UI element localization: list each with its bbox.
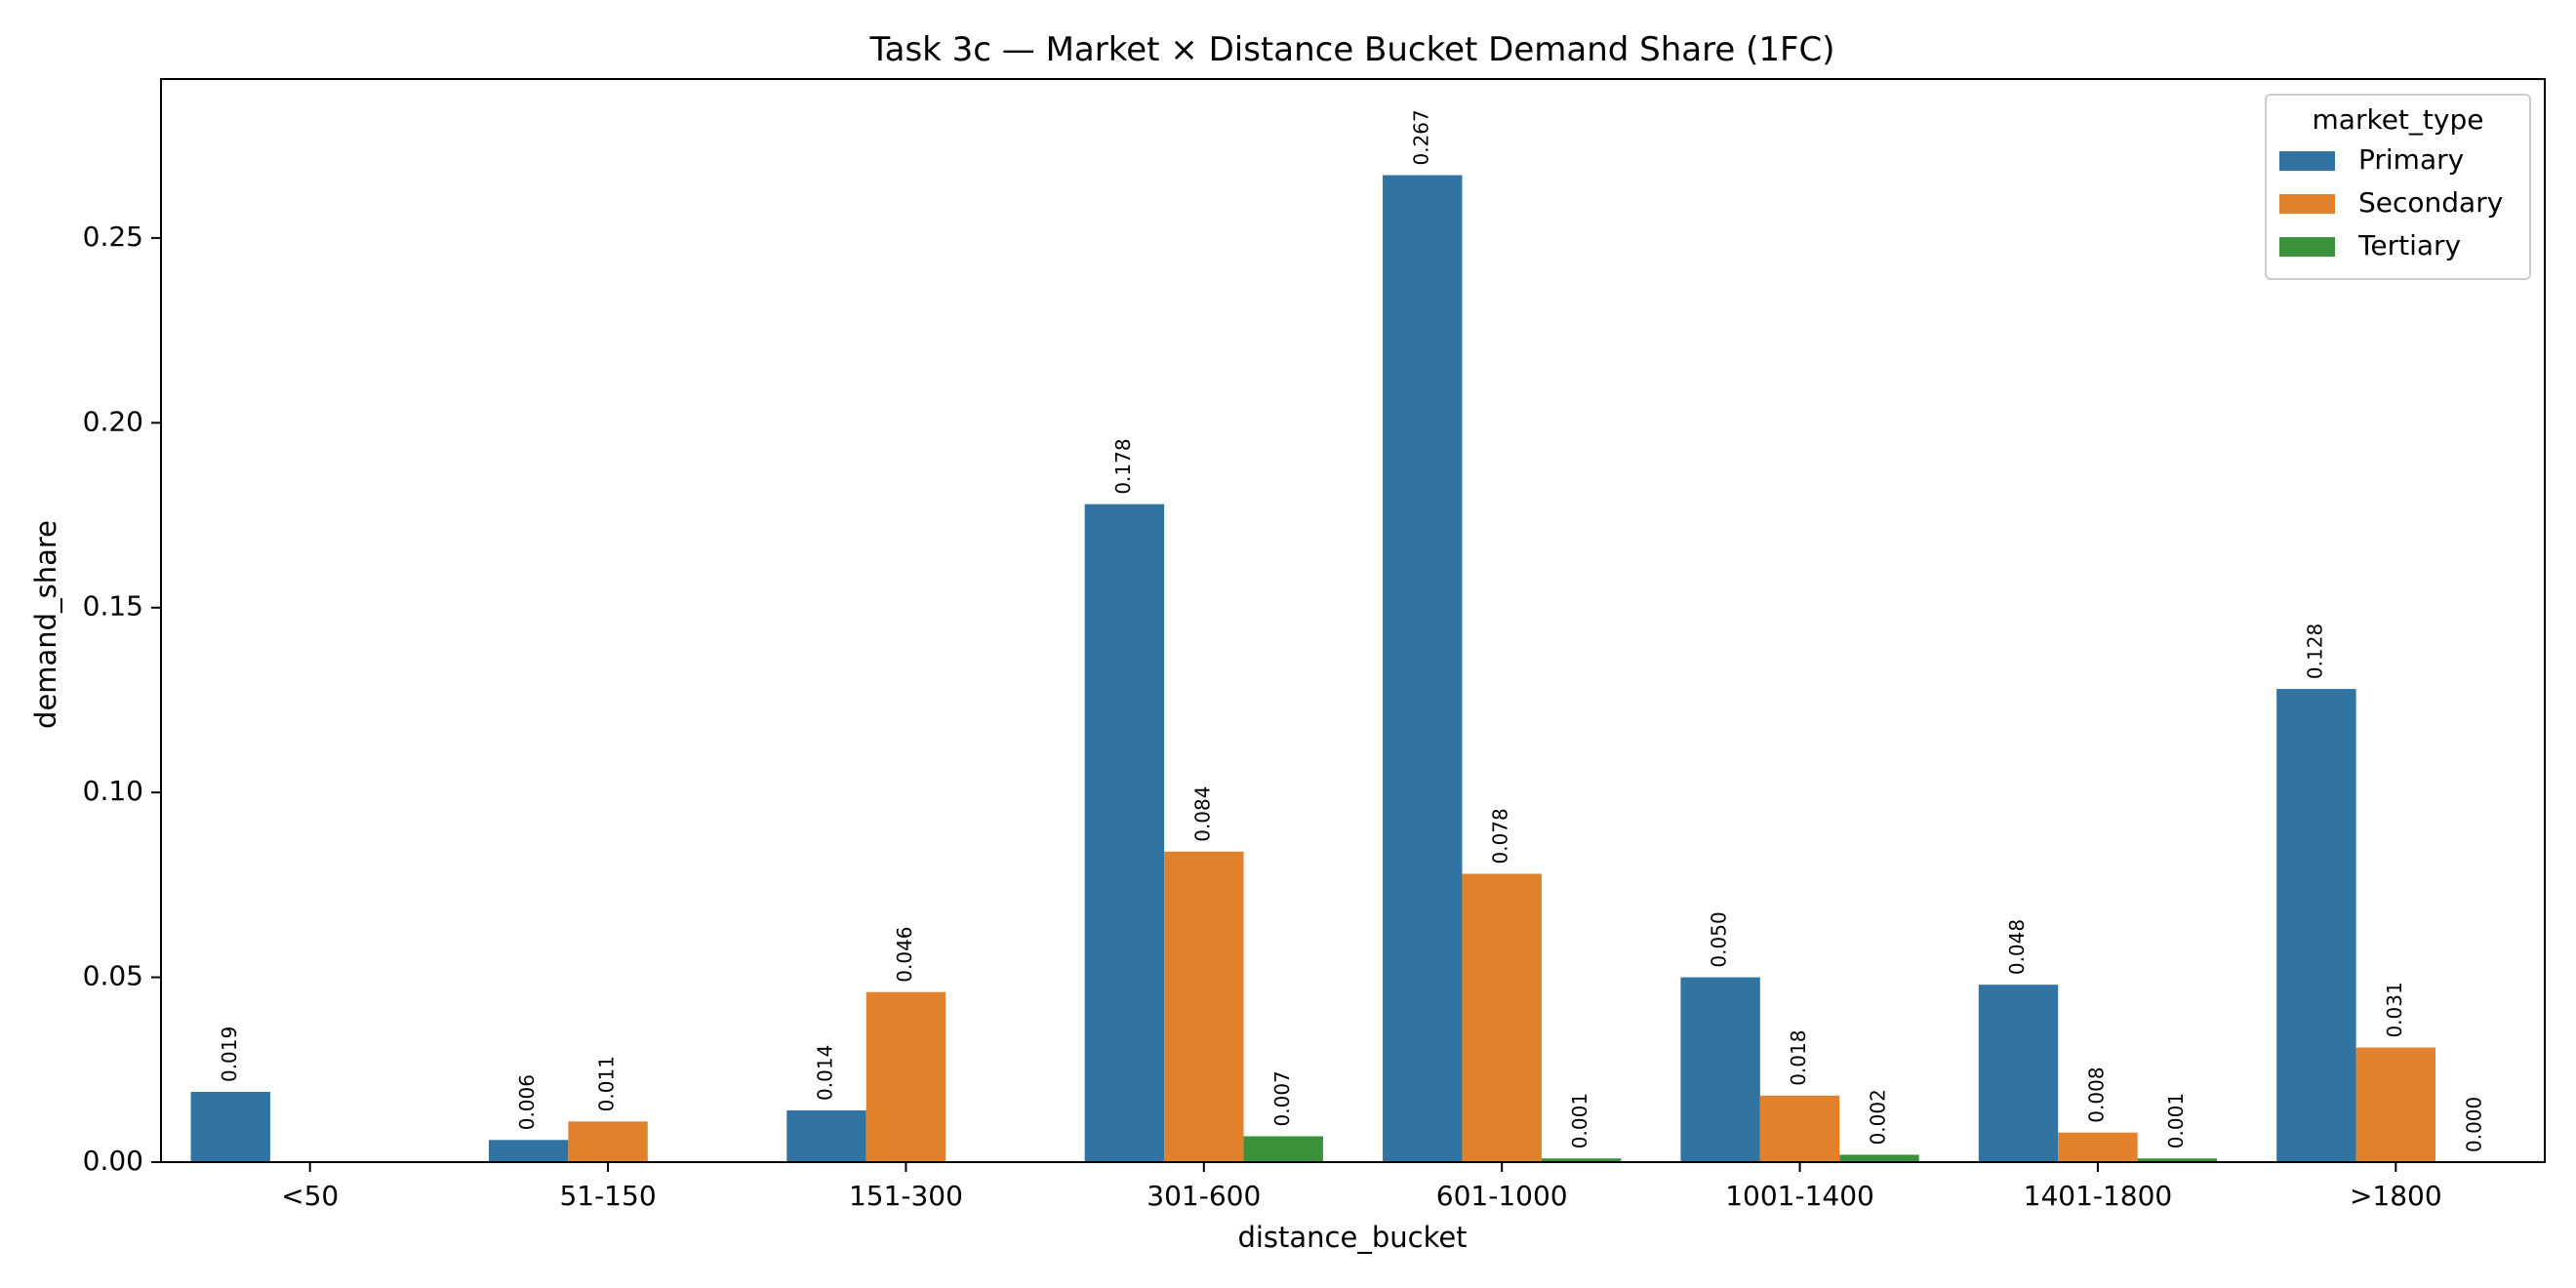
data-label: 0.267	[1409, 109, 1432, 165]
bar-primary-6	[1978, 985, 2059, 1162]
plot-frame	[160, 78, 2546, 1163]
x-tick-label: 51-150	[559, 1180, 656, 1212]
data-label: 0.001	[1568, 1093, 1591, 1148]
data-label: 0.178	[1111, 438, 1135, 494]
legend-swatch-tertiary	[2279, 237, 2335, 257]
x-tick-label: 601-1000	[1436, 1180, 1568, 1212]
data-label: 0.078	[1489, 808, 1512, 864]
bar-primary-3	[1084, 503, 1165, 1162]
data-label: 0.006	[515, 1074, 539, 1130]
bar-secondary-5	[1759, 1095, 1840, 1162]
data-label: 0.001	[2164, 1093, 2188, 1148]
y-tick-label: 0.20	[83, 405, 143, 437]
legend-label-secondary: Secondary	[2358, 186, 2503, 219]
plot-area: 0.019 0.006 0.014 0.178 0.267 0.050 0.048 0.128…	[83, 78, 2546, 1177]
x-tick-label: 1001-1400	[1725, 1180, 1874, 1212]
data-label: 0.018	[1787, 1030, 1810, 1086]
bar-secondary-2	[865, 991, 946, 1162]
data-label: 0.050	[1708, 911, 1731, 967]
data-label: 0.048	[2005, 919, 2029, 975]
legend-label-tertiary: Tertiary	[2357, 229, 2461, 262]
data-label: 0.008	[2084, 1067, 2108, 1122]
data-label: 0.031	[2383, 982, 2406, 1037]
y-tick-label: 0.25	[83, 221, 143, 253]
x-tick-label: 1401-1800	[2024, 1180, 2173, 1212]
x-tick-label: 301-600	[1147, 1180, 1261, 1212]
legend-title: market_type	[2313, 103, 2484, 136]
bar-primary-5	[1680, 977, 1760, 1162]
bar-secondary-4	[1462, 873, 1542, 1162]
bar-tertiary-4	[1541, 1158, 1622, 1162]
data-label: 0.002	[1867, 1089, 1890, 1145]
legend-label-primary: Primary	[2358, 143, 2464, 176]
y-tick-label: 0.00	[83, 1145, 143, 1177]
chart-title: Task 3c — Market × Distance Bucket Deman…	[868, 30, 1834, 69]
y-tick-label: 0.05	[83, 960, 143, 992]
data-label: 0.084	[1190, 786, 1214, 842]
bar-primary-7	[2276, 689, 2356, 1162]
bar-secondary-6	[2058, 1132, 2138, 1162]
data-label: 0.046	[893, 926, 916, 982]
x-tick-label: 151-300	[849, 1180, 963, 1212]
bar-tertiary-3	[1243, 1136, 1323, 1162]
data-label: 0.128	[2303, 624, 2326, 679]
data-label: 0.007	[1270, 1070, 1294, 1126]
bar-tertiary-6	[2137, 1158, 2218, 1162]
y-axis-label: demand_share	[29, 520, 62, 729]
bar-secondary-3	[1164, 851, 1244, 1162]
x-axis-label: distance_bucket	[1237, 1221, 1467, 1254]
data-label: 0.011	[595, 1056, 619, 1111]
bar-secondary-7	[2355, 1047, 2436, 1162]
bar-primary-1	[488, 1140, 569, 1162]
bar-primary-0	[190, 1092, 270, 1162]
bar-secondary-1	[568, 1121, 648, 1162]
y-tick-label: 0.15	[83, 590, 143, 623]
data-label: 0.019	[218, 1026, 241, 1082]
data-label: 0.000	[2462, 1097, 2485, 1152]
y-tick-label: 0.10	[83, 775, 143, 807]
bar-primary-4	[1383, 175, 1463, 1162]
legend: market_type Primary Secondary Tertiary	[2265, 94, 2531, 280]
legend-swatch-primary	[2279, 151, 2335, 171]
x-tick-label: <50	[281, 1180, 339, 1212]
bar-primary-2	[786, 1109, 866, 1162]
bar-tertiary-5	[1839, 1154, 1919, 1162]
data-label: 0.014	[814, 1045, 837, 1101]
legend-box	[2265, 94, 2531, 280]
legend-swatch-secondary	[2279, 194, 2335, 214]
x-tick-label: >1800	[2350, 1180, 2442, 1212]
